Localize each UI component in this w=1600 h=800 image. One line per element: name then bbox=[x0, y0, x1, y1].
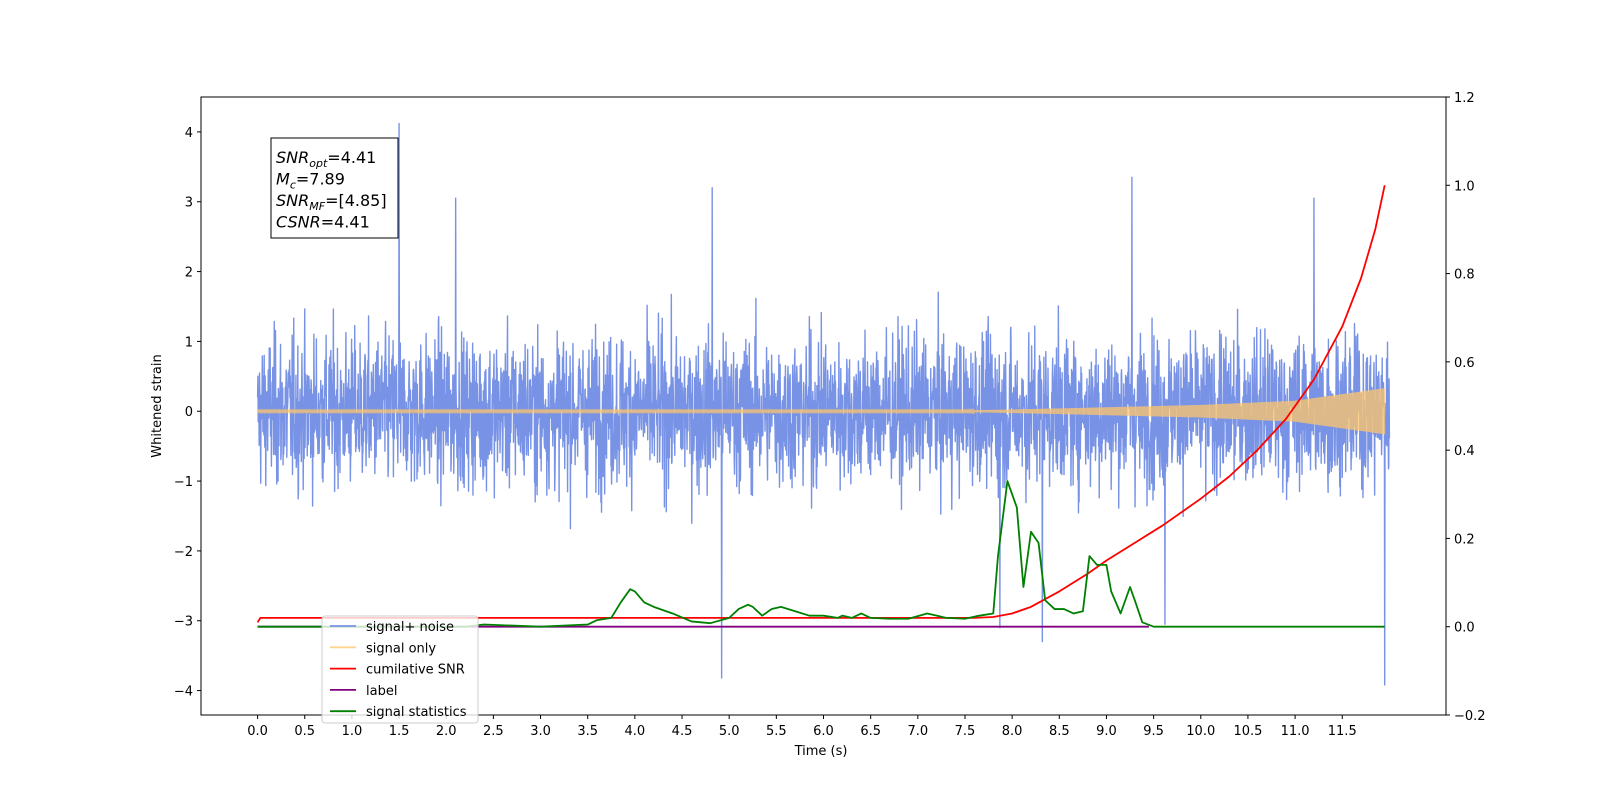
x-tick-label: 6.0 bbox=[813, 724, 834, 739]
annotation-line: SNR bbox=[276, 148, 309, 167]
x-tick-label: 4.0 bbox=[625, 724, 646, 739]
x-tick-label: 0.0 bbox=[247, 724, 268, 739]
y-tick-label: 0 bbox=[185, 405, 193, 420]
x-tick-label: 3.0 bbox=[530, 724, 551, 739]
x-tick-label: 9.5 bbox=[1143, 724, 1164, 739]
x-tick-label: 4.5 bbox=[672, 724, 693, 739]
annotation-line: SNR bbox=[276, 191, 309, 210]
annotation-line: CSNR bbox=[276, 213, 321, 232]
y-tick-label: 1 bbox=[185, 335, 193, 350]
legend-label: signal+ noise bbox=[366, 620, 454, 635]
x-tick-label: 3.5 bbox=[577, 724, 598, 739]
x-tick-label: 10.0 bbox=[1186, 724, 1215, 739]
x-tick-label: 10.5 bbox=[1233, 724, 1262, 739]
legend: signal+ noise signal only cumilative SNR la… bbox=[321, 615, 479, 724]
legend-label: cumilative SNR bbox=[366, 663, 465, 678]
x-tick-label: 6.5 bbox=[860, 724, 881, 739]
y-tick-label: −2 bbox=[174, 545, 193, 560]
y-tick-label: 2 bbox=[185, 266, 193, 281]
x-tick-label: 7.0 bbox=[907, 724, 928, 739]
y-tick-label: 4 bbox=[185, 126, 193, 141]
x-tick-label: 2.0 bbox=[436, 724, 457, 739]
x-tick-label: 1.5 bbox=[389, 724, 410, 739]
x-tick-label: 8.0 bbox=[1002, 724, 1023, 739]
series-layer bbox=[256, 122, 1391, 686]
legend-label: signal statistics bbox=[366, 705, 467, 720]
legend-label: label bbox=[366, 684, 397, 699]
x-tick-label: 2.5 bbox=[483, 724, 504, 739]
y-axis-right: 1.2 1.0 0.8 0.6 0.4 0.2 0.0 −0.2 bbox=[1446, 91, 1486, 724]
x-tick-label: 1.0 bbox=[342, 724, 363, 739]
y-tick-label: 3 bbox=[185, 196, 193, 211]
x-tick-label: 11.0 bbox=[1281, 724, 1310, 739]
x-axis-label: Time (s) bbox=[794, 744, 848, 759]
x-tick-label: 5.5 bbox=[766, 724, 787, 739]
y-tick-label: −4 bbox=[174, 685, 193, 700]
series-signal-only bbox=[257, 388, 1386, 435]
x-tick-label: 9.0 bbox=[1096, 724, 1117, 739]
x-tick-label: 7.5 bbox=[955, 724, 976, 739]
y2-tick-label: 0.2 bbox=[1454, 532, 1475, 547]
x-tick-label: 8.5 bbox=[1049, 724, 1070, 739]
annotation-box: SNRopt=4.41 Mc=7.89 SNRMF=[4.85] CSNR=4.41 bbox=[270, 137, 399, 239]
annotation-line: M bbox=[276, 170, 290, 189]
y2-tick-label: 0.6 bbox=[1454, 356, 1475, 371]
x-tick-label: 0.5 bbox=[294, 724, 315, 739]
legend-label: signal only bbox=[366, 641, 436, 656]
y2-tick-label: −0.2 bbox=[1454, 709, 1486, 724]
y-tick-label: −3 bbox=[174, 615, 193, 630]
y2-tick-label: 0.0 bbox=[1454, 621, 1475, 636]
x-axis: 0.0 0.5 1.0 1.5 2.0 2.5 3.0 3.5 4.0 4.5 5.0 5.5 6.0 6… bbox=[247, 715, 1357, 739]
x-tick-label: 5.0 bbox=[719, 724, 740, 739]
y2-tick-label: 0.8 bbox=[1454, 268, 1475, 283]
y2-tick-label: 1.0 bbox=[1454, 179, 1475, 194]
y2-tick-label: 1.2 bbox=[1454, 91, 1475, 106]
series-signal-noise bbox=[256, 122, 1391, 686]
y2-tick-label: 0.4 bbox=[1454, 444, 1475, 459]
y-axis-left: 4 3 2 1 0 −1 −2 −3 −4 bbox=[174, 126, 201, 700]
y-axis-label: Whitened strain bbox=[150, 354, 165, 457]
series-cumulative-snr bbox=[256, 185, 1386, 623]
y-tick-label: −1 bbox=[174, 475, 193, 490]
series-signal-statistics bbox=[257, 480, 1385, 628]
x-tick-label: 11.5 bbox=[1328, 724, 1357, 739]
